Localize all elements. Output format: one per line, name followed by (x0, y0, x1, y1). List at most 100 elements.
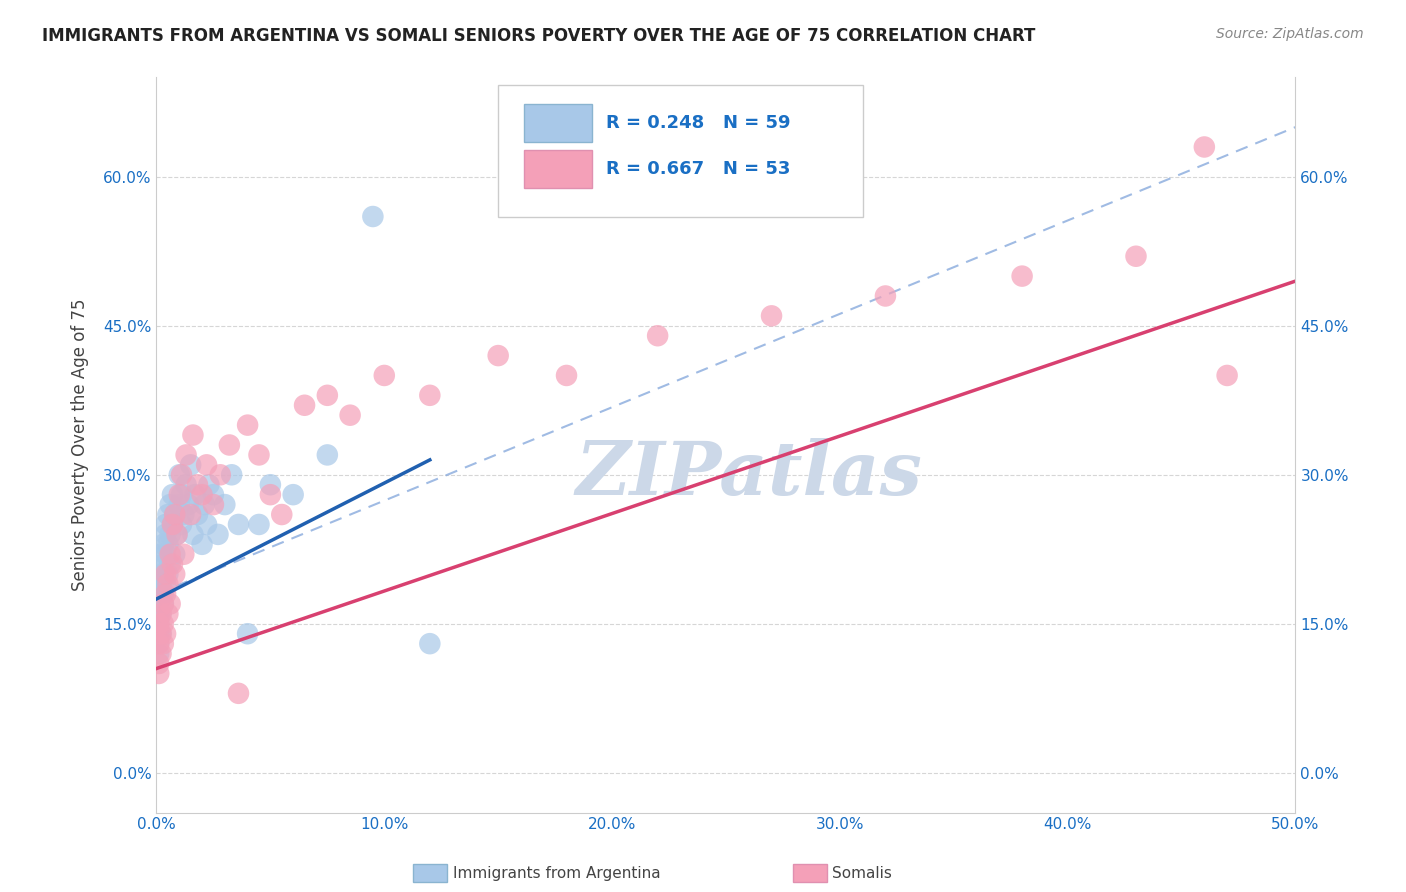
Point (236, 418, 259, 433)
Point (193, 498, 215, 512)
Point (270, 508, 292, 522)
Point (148, 616, 170, 631)
Point (259, 488, 281, 502)
Point (159, 547, 181, 561)
Point (166, 527, 188, 541)
Point (218, 438, 240, 452)
Point (173, 508, 195, 522)
Point (162, 488, 184, 502)
Point (155, 567, 177, 582)
Point (166, 527, 188, 541)
Point (162, 517, 184, 532)
Point (174, 477, 197, 491)
Point (150, 547, 173, 561)
Point (186, 508, 208, 522)
Point (156, 607, 179, 621)
Point (236, 626, 259, 640)
Point (373, 368, 395, 383)
Point (191, 537, 214, 551)
Point (361, 210, 384, 224)
Text: Source: ZipAtlas.com: Source: ZipAtlas.com (1216, 27, 1364, 41)
Point (155, 547, 177, 561)
Text: IMMIGRANTS FROM ARGENTINA VS SOMALI SENIORS POVERTY OVER THE AGE OF 75 CORRELATI: IMMIGRANTS FROM ARGENTINA VS SOMALI SENI… (42, 27, 1036, 45)
Point (875, 289, 897, 303)
Point (148, 637, 170, 651)
Point (555, 368, 578, 383)
Point (148, 666, 170, 681)
Point (159, 597, 181, 611)
Point (202, 488, 225, 502)
Point (181, 428, 204, 442)
Point (152, 637, 174, 651)
Point (152, 567, 174, 582)
Point (221, 467, 243, 482)
Text: R = 0.667   N = 53: R = 0.667 N = 53 (606, 161, 790, 178)
Point (214, 498, 236, 512)
Text: Somalis: Somalis (832, 866, 893, 880)
Point (163, 547, 186, 561)
Point (148, 597, 170, 611)
Point (486, 349, 509, 363)
Point (150, 567, 173, 582)
Point (152, 597, 174, 611)
Point (174, 448, 197, 462)
Point (148, 657, 170, 671)
Point (419, 637, 441, 651)
Point (162, 558, 184, 572)
Point (191, 488, 214, 502)
Point (339, 408, 361, 422)
Point (181, 527, 204, 541)
FancyBboxPatch shape (524, 150, 592, 188)
Point (247, 448, 270, 462)
Point (148, 626, 170, 640)
Point (170, 488, 193, 502)
Point (186, 477, 208, 491)
Point (247, 517, 270, 532)
Point (155, 587, 177, 601)
Point (150, 587, 173, 601)
Point (1125, 249, 1147, 263)
Point (169, 467, 191, 482)
Point (207, 527, 229, 541)
Point (148, 637, 170, 651)
Point (152, 558, 174, 572)
Point (169, 498, 191, 512)
Point (159, 527, 181, 541)
Point (1216, 368, 1239, 383)
Point (152, 616, 174, 631)
Point (180, 458, 202, 472)
Point (156, 577, 179, 591)
Point (177, 498, 200, 512)
Point (228, 686, 250, 700)
Point (294, 398, 316, 412)
Point (761, 309, 783, 323)
Point (159, 498, 181, 512)
Point (162, 517, 184, 532)
Point (156, 537, 179, 551)
Point (180, 508, 202, 522)
Point (148, 647, 170, 661)
Point (156, 508, 179, 522)
Point (159, 558, 181, 572)
Point (152, 537, 174, 551)
Text: R = 0.248   N = 59: R = 0.248 N = 59 (606, 114, 792, 132)
Point (150, 647, 173, 661)
Point (316, 388, 339, 402)
Point (150, 607, 173, 621)
Text: Immigrants from Argentina: Immigrants from Argentina (453, 866, 661, 880)
Point (163, 508, 186, 522)
Point (195, 458, 218, 472)
Point (259, 477, 281, 491)
Point (150, 607, 173, 621)
Point (148, 607, 170, 621)
Point (228, 517, 250, 532)
Point (150, 626, 173, 640)
Point (155, 577, 177, 591)
Point (419, 388, 441, 402)
Point (209, 467, 232, 482)
Text: ZIPatlas: ZIPatlas (575, 438, 922, 510)
Point (152, 597, 174, 611)
Point (283, 488, 305, 502)
Point (155, 517, 177, 532)
Point (170, 467, 193, 482)
